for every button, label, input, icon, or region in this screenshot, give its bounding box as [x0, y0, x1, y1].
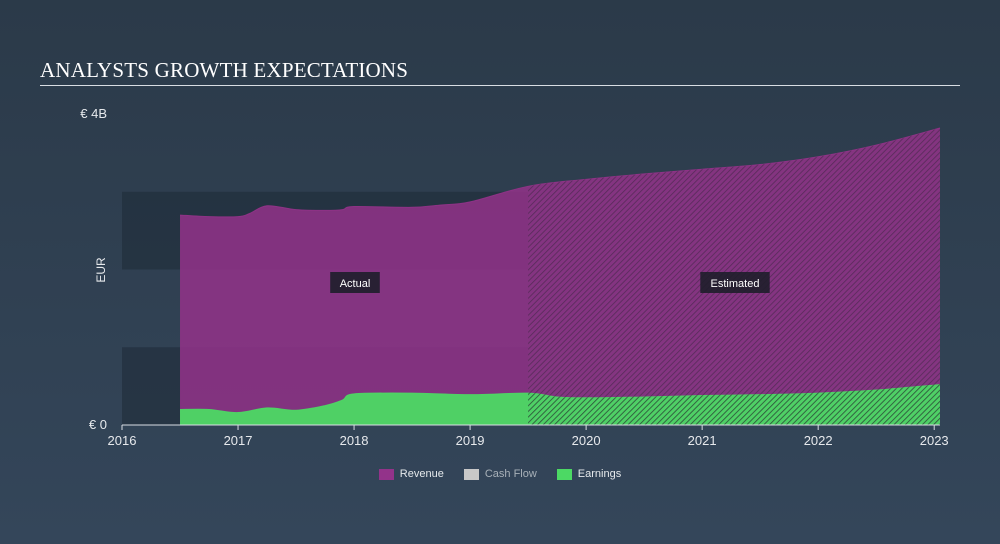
legend: Revenue Cash Flow Earnings — [0, 468, 1000, 480]
legend-label-earnings: Earnings — [577, 468, 622, 480]
x-tick-label-2020: 2020 — [572, 433, 601, 448]
legend-item-cash-flow[interactable]: Cash Flow — [463, 468, 537, 480]
legend-item-revenue[interactable]: Revenue — [378, 468, 444, 480]
chart-title: ANALYSTS GROWTH EXPECTATIONS — [40, 58, 409, 82]
x-tick-label-2021: 2021 — [688, 433, 717, 448]
cash-flow-swatch — [463, 468, 479, 480]
legend-label-revenue: Revenue — [399, 468, 444, 480]
x-tick-label-2017: 2017 — [224, 433, 253, 448]
y-axis-label: EUR — [94, 257, 108, 283]
title-divider — [40, 85, 960, 86]
estimated-label-bg — [700, 272, 770, 293]
x-tick-label-2022: 2022 — [804, 433, 833, 448]
estimated-label-text: Estimated — [711, 278, 760, 290]
actual-label: Actual — [330, 272, 380, 293]
x-tick-label-2018: 2018 — [340, 433, 369, 448]
legend-item-earnings[interactable]: Earnings — [556, 468, 622, 480]
x-tick-label-2016: 2016 — [108, 433, 137, 448]
actual-label-text: Actual — [340, 278, 371, 290]
revenue-swatch — [378, 468, 394, 480]
x-tick-label-2023: 2023 — [920, 433, 949, 448]
axis-labels: 2016 2017 2018 2019 2020 2021 2022 2023 € 0 € 4B E… — [80, 106, 948, 448]
legend-label-cash-flow: Cash Flow — [484, 468, 537, 480]
y-tick-label-max: € 4B — [80, 106, 107, 121]
axes — [121, 424, 940, 430]
earnings-swatch — [556, 468, 572, 480]
actual-label-bg — [330, 272, 380, 293]
estimated-label: Estimated — [700, 272, 770, 293]
x-tick-label-2019: 2019 — [456, 433, 485, 448]
y-tick-label-0: € 0 — [89, 417, 107, 432]
earnings-estimate-hatch — [528, 384, 940, 425]
